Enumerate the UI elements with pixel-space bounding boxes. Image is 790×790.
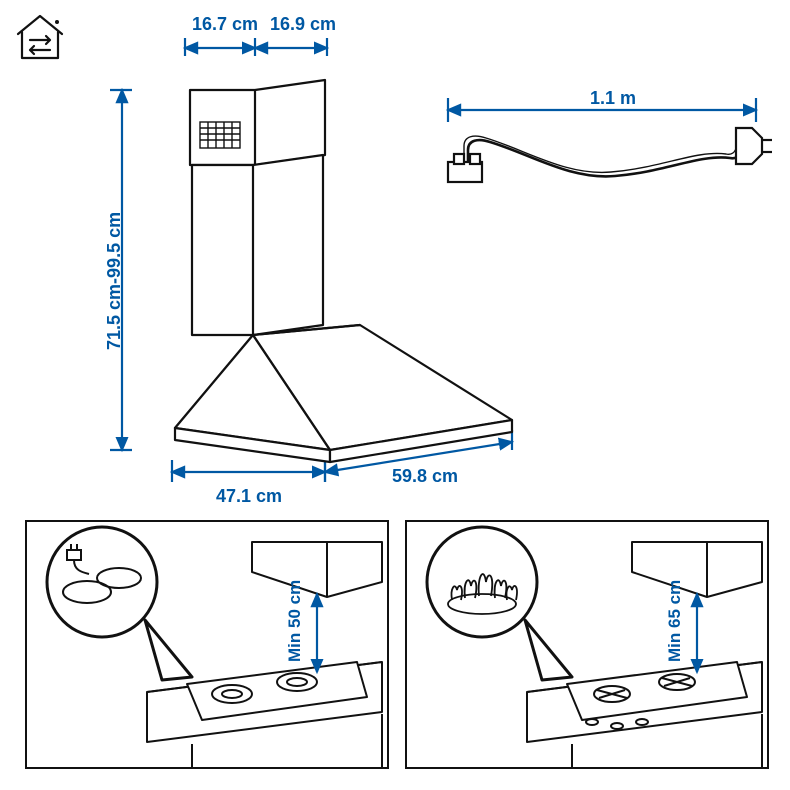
dim-top-2: 16.9 cm [270, 14, 336, 35]
dim-clearance-gas: Min 65 cm [665, 580, 685, 662]
dim-width: 59.8 cm [392, 466, 458, 487]
recirculation-house-icon [12, 8, 68, 64]
dim-height: 71.5 cm-99.5 cm [104, 212, 125, 350]
clearance-electric-panel: Min 50 cm [25, 520, 389, 769]
dim-clearance-electric: Min 50 cm [285, 580, 305, 662]
clearance-gas-panel: Min 65 cm [405, 520, 769, 769]
dim-top-1: 16.7 cm [192, 14, 258, 35]
dimension-infographic: 16.7 cm 16.9 cm 71.5 cm-99.5 cm 47.1 cm … [0, 0, 790, 790]
dim-depth: 47.1 cm [216, 486, 282, 507]
dim-cable: 1.1 m [590, 88, 636, 109]
